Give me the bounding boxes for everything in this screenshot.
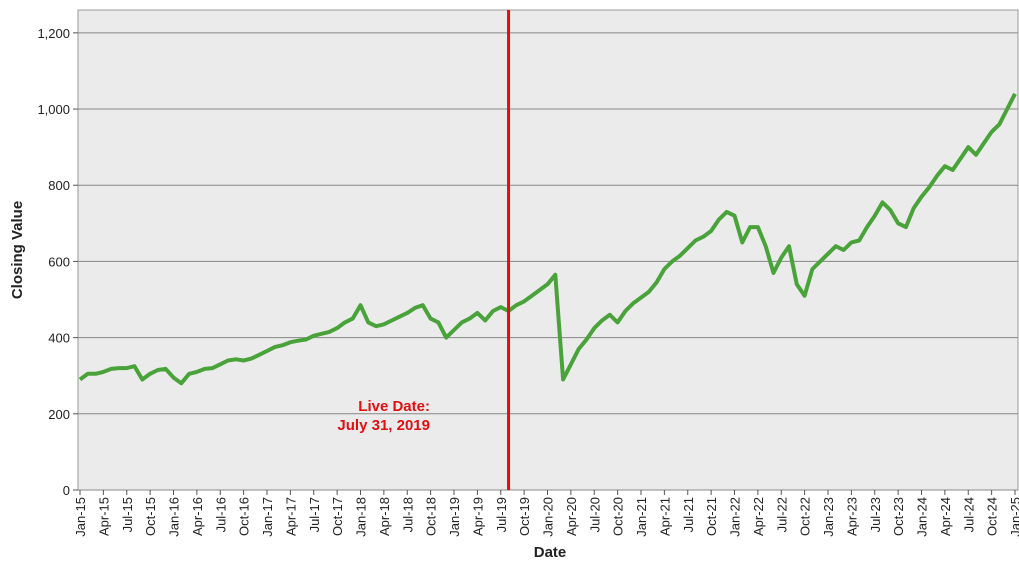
x-tick-label: Apr-16 [190, 497, 205, 536]
x-tick-label: Apr-19 [470, 497, 485, 536]
x-tick-label: Jul-23 [868, 497, 883, 532]
y-tick-label: 0 [63, 483, 70, 498]
x-tick-label: Jul-22 [774, 497, 789, 532]
x-tick-label: Jul-17 [307, 497, 322, 532]
x-tick-label: Jul-20 [587, 497, 602, 532]
y-tick-label: 800 [48, 178, 70, 193]
x-tick-label: Jul-15 [120, 497, 135, 532]
x-tick-label: Oct-20 [611, 497, 626, 536]
y-axis-title: Closing Value [9, 201, 26, 299]
x-tick-label: Apr-24 [938, 497, 953, 536]
x-tick-label: Oct-21 [704, 497, 719, 536]
x-tick-label: Apr-23 [844, 497, 859, 536]
x-tick-label: Oct-15 [143, 497, 158, 536]
y-tick-label: 1,200 [37, 26, 70, 41]
x-tick-label: Jul-21 [681, 497, 696, 532]
x-tick-label: Apr-21 [657, 497, 672, 536]
x-tick-label: Apr-18 [377, 497, 392, 536]
annotation: Live Date: [358, 398, 430, 415]
x-tick-label: Apr-22 [751, 497, 766, 536]
x-tick-label: Oct-23 [891, 497, 906, 536]
x-tick-label: Oct-17 [330, 497, 345, 536]
x-tick-label: Jan-23 [821, 497, 836, 537]
x-tick-label: Oct-19 [517, 497, 532, 536]
x-tick-label: Jul-24 [961, 497, 976, 532]
x-tick-label: Jan-19 [447, 497, 462, 537]
x-tick-label: Jan-17 [260, 497, 275, 537]
x-tick-label: Apr-20 [564, 497, 579, 536]
annotation: July 31, 2019 [337, 417, 430, 434]
x-tick-label: Jul-16 [213, 497, 228, 532]
x-tick-label: Oct-24 [985, 497, 1000, 536]
y-tick-label: 600 [48, 254, 70, 269]
x-tick-label: Oct-22 [798, 497, 813, 536]
x-tick-label: Jan-21 [634, 497, 649, 537]
x-tick-label: Jul-19 [494, 497, 509, 532]
x-tick-label: Oct-16 [237, 497, 252, 536]
x-tick-label: Oct-18 [424, 497, 439, 536]
x-tick-label: Jan-25 [1008, 497, 1019, 537]
x-tick-label: Jul-18 [400, 497, 415, 532]
x-tick-label: Jan-16 [167, 497, 182, 537]
y-tick-label: 200 [48, 407, 70, 422]
x-tick-label: Jan-20 [541, 497, 556, 537]
y-tick-label: 400 [48, 331, 70, 346]
x-tick-label: Jan-18 [354, 497, 369, 537]
y-tick-label: 1,000 [37, 102, 70, 117]
plot-area [77, 9, 1019, 491]
x-axis-title: Date [534, 544, 567, 561]
x-tick-label: Apr-17 [283, 497, 298, 536]
series-line [78, 92, 1017, 386]
x-tick-label: Jan-22 [728, 497, 743, 537]
x-tick-label: Jan-24 [915, 497, 930, 537]
x-tick-label: Jan-15 [73, 497, 88, 537]
x-tick-label: Apr-15 [96, 497, 111, 536]
